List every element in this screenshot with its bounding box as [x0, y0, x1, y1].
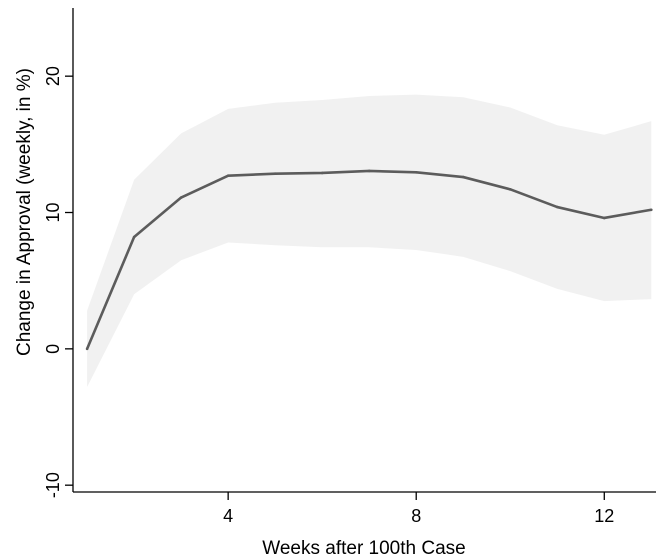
data-point — [367, 169, 371, 173]
y-tick-label: 0 — [43, 344, 63, 354]
data-point — [273, 172, 277, 175]
x-axis-ticks: 4 8 12 — [223, 492, 614, 526]
data-point — [85, 347, 89, 351]
x-tick-label: 4 — [223, 506, 233, 526]
data-point — [226, 174, 230, 177]
series-line-layer — [85, 169, 653, 351]
y-axis-label: Change in Approval (weekly, in %) — [14, 68, 35, 356]
data-point — [132, 235, 136, 239]
y-tick-label: -10 — [43, 472, 63, 498]
y-axis-ticks: -10 0 10 20 — [43, 66, 73, 498]
data-point — [320, 171, 324, 175]
data-point — [179, 196, 183, 199]
data-point — [602, 216, 606, 220]
y-tick-label: 20 — [43, 66, 63, 86]
data-point — [649, 208, 653, 212]
confidence-band-layer — [87, 94, 652, 388]
x-tick-label: 8 — [411, 506, 421, 526]
data-point — [508, 188, 512, 191]
data-point — [461, 175, 465, 179]
data-point — [414, 170, 418, 174]
data-point — [555, 205, 559, 209]
x-axis-label: Weeks after 100th Case — [262, 538, 465, 559]
y-tick-label: 10 — [43, 202, 63, 222]
confidence-band — [87, 94, 652, 388]
x-tick-label: 12 — [594, 506, 614, 526]
